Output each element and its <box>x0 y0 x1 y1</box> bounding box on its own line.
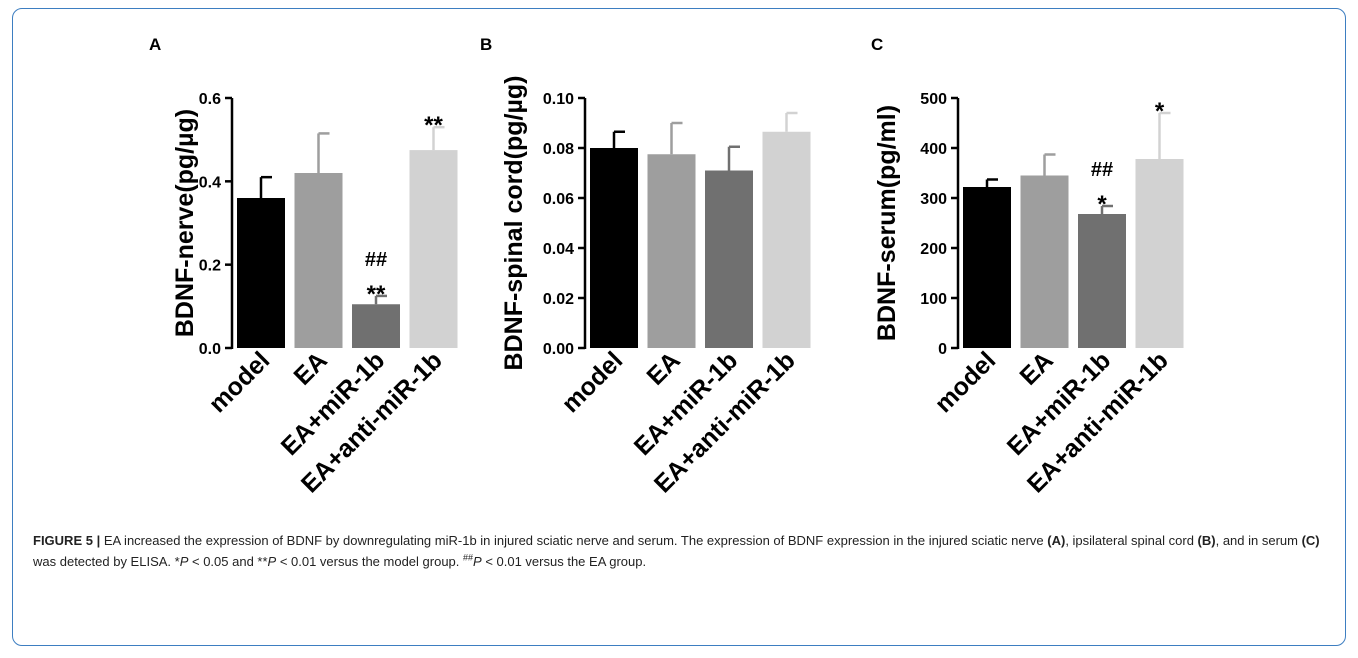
y-tick-label: 0.02 <box>543 291 574 308</box>
panel-letter: B <box>480 35 492 54</box>
bar-ea-mir-1b <box>705 170 753 348</box>
figure-frame <box>12 8 1346 646</box>
caption-segment: P <box>473 554 482 569</box>
panel-letter: C <box>871 35 883 54</box>
y-tick-label: 400 <box>920 141 947 158</box>
y-axis-label: BDNF-nerve(pg/µg) <box>171 109 199 337</box>
significance-mark: * <box>1155 98 1165 125</box>
figure-caption: FIGURE 5 | EA increased the expression o… <box>33 530 1323 572</box>
caption-segment: (A) <box>1047 533 1066 548</box>
x-tick-label: EA <box>1014 346 1058 390</box>
bar-ea-anti-mir-1b <box>409 150 458 348</box>
y-tick-label: 0 <box>938 341 947 358</box>
bar-ea-mir-1b <box>352 304 400 348</box>
y-tick-label: 0.00 <box>543 341 574 358</box>
x-tick-label: EA <box>288 346 332 390</box>
y-axis-label: BDNF-serum(pg/ml) <box>873 105 901 341</box>
y-tick-label: 0.2 <box>199 258 221 275</box>
bar-ea <box>294 173 343 348</box>
caption-segment: < 0.01 versus the EA group. <box>481 554 647 569</box>
panel-letter: A <box>149 35 161 54</box>
caption-segment: < 0.01 versus the model group. <box>276 554 464 569</box>
y-tick-label: 0.04 <box>543 241 574 258</box>
y-tick-label: 0.4 <box>199 174 221 191</box>
bar-ea-mir-1b <box>1078 214 1126 348</box>
significance-mark: ## <box>365 249 387 271</box>
chart-panel-b: B BDNF-spinal cord(pg/µg) 0.00 0.02 0.04 0.06… <box>480 35 811 498</box>
y-tick-label: 500 <box>920 91 947 108</box>
significance-mark: * <box>1097 191 1107 218</box>
caption-segment: < 0.05 and ** <box>188 554 268 569</box>
caption-label: FIGURE 5 | <box>33 533 101 548</box>
y-tick-label: 200 <box>920 241 947 258</box>
bar-model <box>963 187 1011 348</box>
bar-model <box>237 198 285 348</box>
y-tick-label: 0.6 <box>199 91 221 108</box>
significance-mark: ** <box>424 112 443 139</box>
x-tick-label: EA <box>641 346 685 390</box>
y-tick-label: 100 <box>920 291 947 308</box>
bar-model <box>590 148 638 348</box>
bar-ea-anti-mir-1b <box>762 131 811 348</box>
bar-ea <box>647 154 696 348</box>
caption-segment: was detected by ELISA. * <box>33 554 180 569</box>
caption-segment: P <box>179 554 189 569</box>
caption-segment: P <box>267 554 277 569</box>
bar-ea <box>1020 175 1069 348</box>
y-tick-label: 0.10 <box>543 91 574 108</box>
caption-segment: ## <box>463 552 474 563</box>
y-axis-label: BDNF-spinal cord(pg/µg) <box>500 76 528 371</box>
caption-segment: , ipsilateral spinal cord <box>1065 533 1198 548</box>
y-tick-label: 0.06 <box>543 191 574 208</box>
significance-mark: ** <box>367 281 386 308</box>
y-tick-label: 0.08 <box>543 141 574 158</box>
caption-segment: , and in serum <box>1215 533 1302 548</box>
caption-segment: EA increased the expression of BDNF by d… <box>100 533 1048 548</box>
caption-segment: (C) <box>1301 533 1320 548</box>
bar-ea-anti-mir-1b <box>1135 159 1184 348</box>
y-tick-label: 0.0 <box>199 341 221 358</box>
significance-mark: ## <box>1091 159 1113 181</box>
caption-segment: (B) <box>1197 533 1216 548</box>
caption-body: EA increased the expression of BDNF by d… <box>33 533 1320 569</box>
y-tick-label: 300 <box>920 191 947 208</box>
